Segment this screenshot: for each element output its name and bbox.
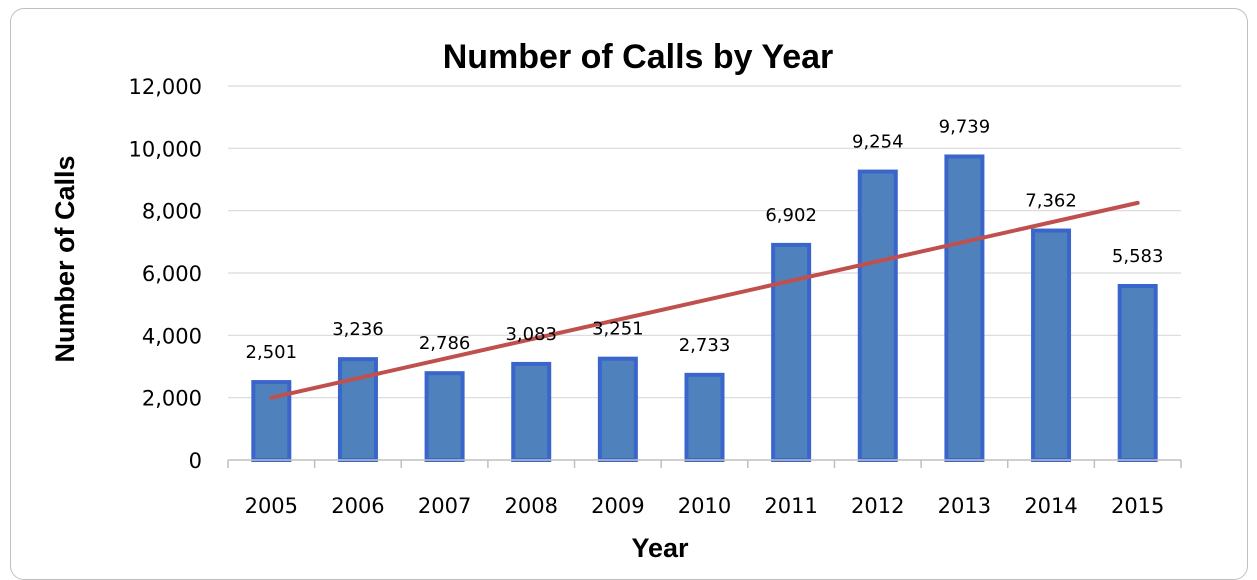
y-ticks: 0 2,000 4,000 6,000 8,000 10,000 12,000 [129,75,202,473]
bar-2012 [857,169,898,462]
y-tick-label: 4,000 [142,324,202,348]
data-label: 7,362 [1025,191,1077,212]
y-tick-label: 8,000 [142,200,202,224]
bar-2009 [597,356,638,462]
bar-2014 [1031,228,1072,462]
x-tick-label: 2006 [331,494,384,518]
y-tick-label: 10,000 [129,137,202,161]
bar-2008 [511,361,552,463]
y-tick-label: 2,000 [142,387,202,411]
x-tick-label: 2012 [851,494,904,518]
bar-2015 [1117,283,1158,462]
x-tick-label: 2013 [938,494,991,518]
data-label: 2,733 [679,335,731,356]
data-label: 2,501 [246,342,298,363]
trendline [269,200,1140,400]
data-label: 5,583 [1112,246,1164,267]
x-tick-label: 2005 [245,494,298,518]
trendline-group [269,200,1140,400]
bar-2007 [424,371,465,463]
y-tick-label: 6,000 [142,262,202,286]
x-tick-label: 2009 [591,494,644,518]
data-label: 6,902 [765,205,817,226]
y-tick-label: 0 [189,449,202,473]
x-tick-label: 2008 [505,494,558,518]
x-axis-title: Year [631,533,689,563]
gridlines [228,85,1181,399]
x-tick-label: 2011 [764,494,817,518]
data-label: 9,739 [939,116,991,137]
x-tick-label: 2010 [678,494,731,518]
chart-title: Number of Calls by Year [443,38,834,76]
data-label: 3,083 [505,324,557,345]
bar-2010 [684,372,725,462]
y-tick-label: 12,000 [129,75,202,99]
x-axis [227,459,1182,468]
data-label: 3,236 [332,319,384,340]
data-label: 3,251 [592,319,644,340]
x-tick-label: 2015 [1111,494,1164,518]
x-tick-label: 2007 [418,494,471,518]
bar-2013 [944,154,985,462]
data-label: 9,254 [852,132,904,153]
bars [251,154,1158,463]
x-ticks: 2005 2006 2007 2008 2009 2010 2011 2012 2013 2014… [245,494,1165,518]
data-labels: 2,501 3,236 2,786 3,083 3,251 2,733 6,902 9,254… [246,116,1164,363]
x-tick-label: 2014 [1024,494,1077,518]
y-axis-title: Number of Calls [50,155,80,362]
data-label: 2,786 [419,333,471,354]
